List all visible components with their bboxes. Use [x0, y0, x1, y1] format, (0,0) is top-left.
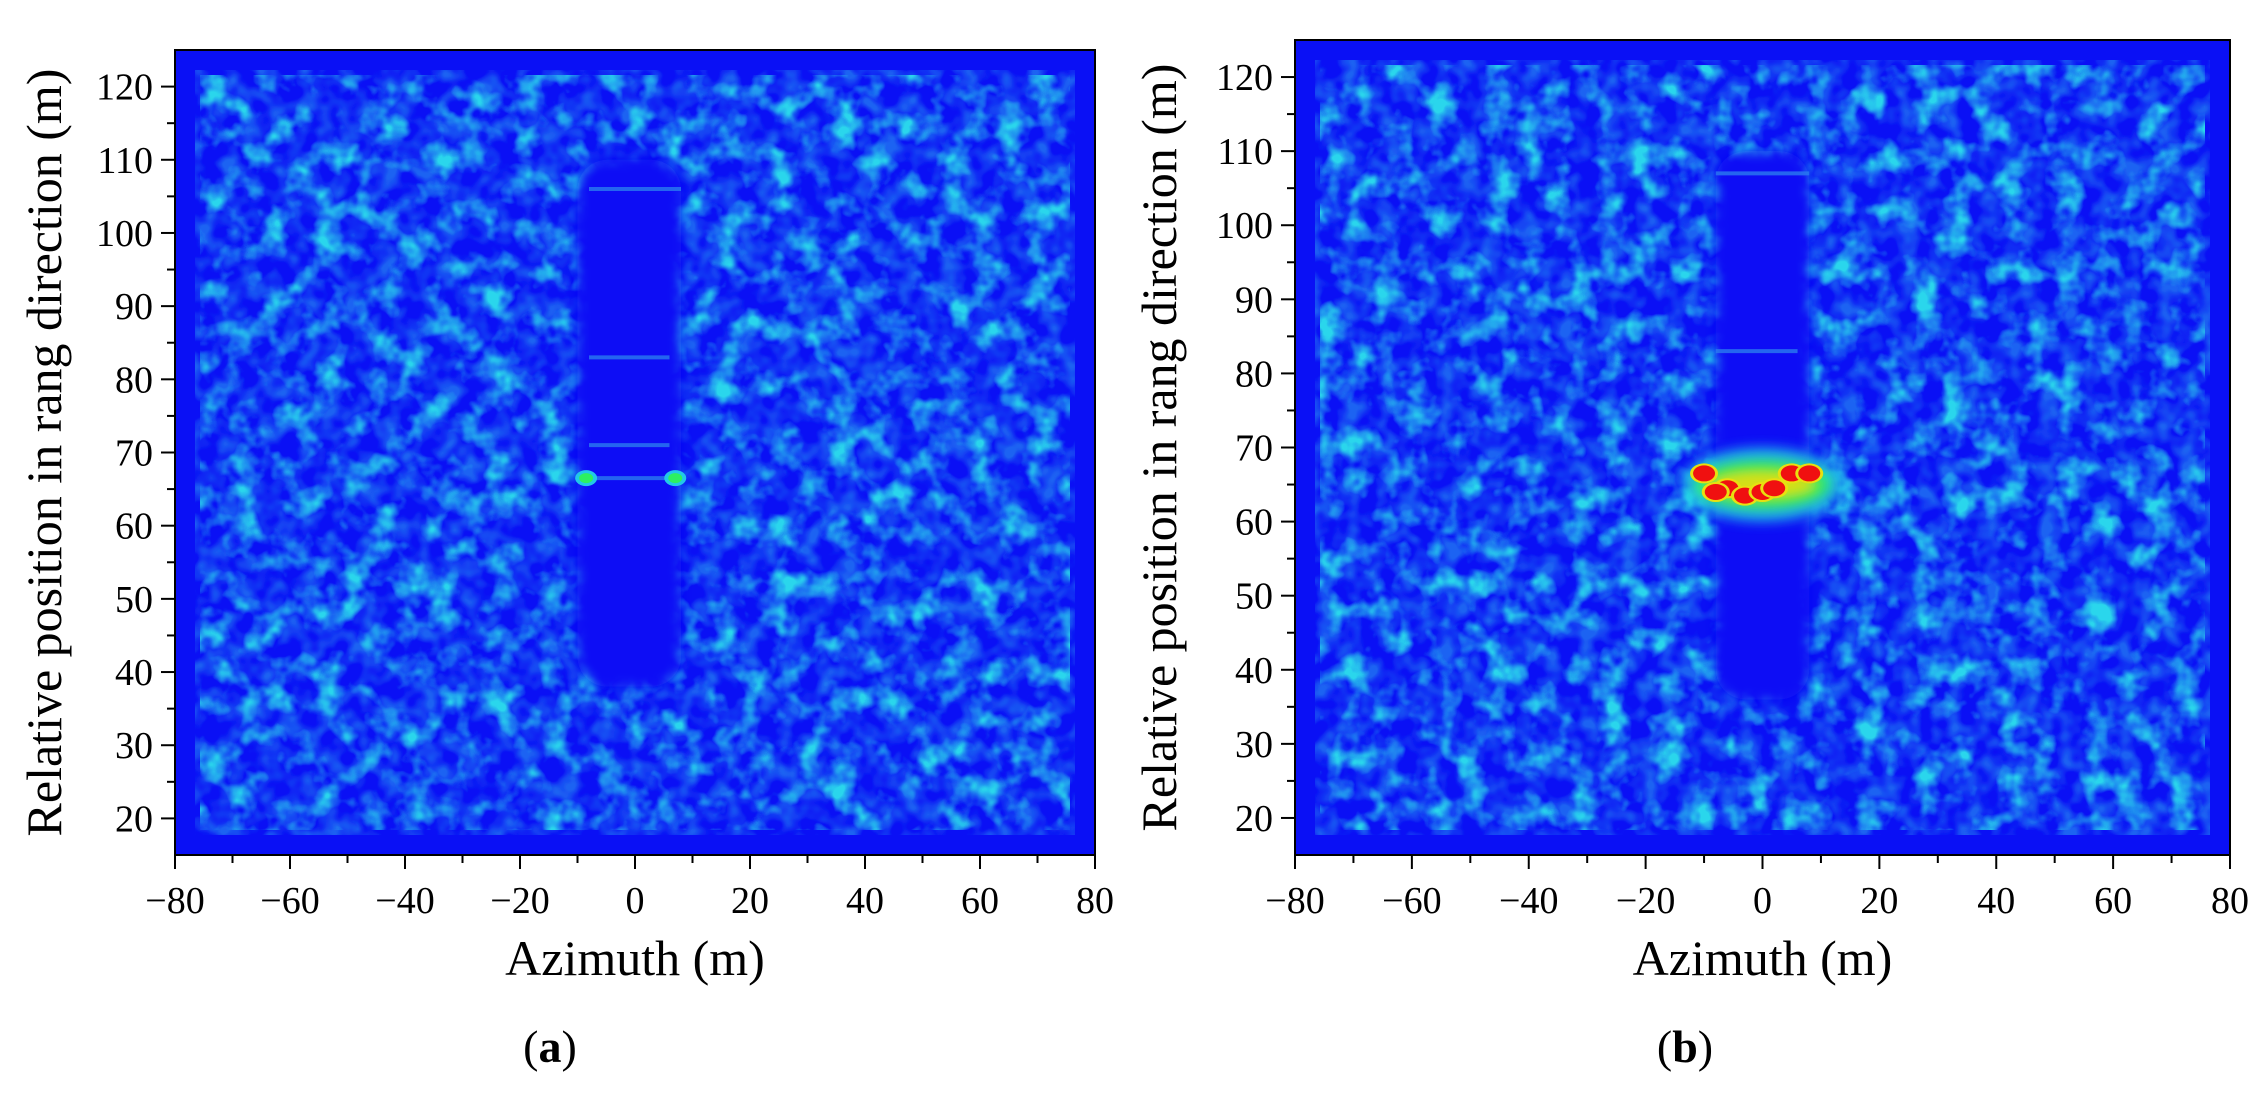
x-tick-label: 0	[626, 880, 645, 922]
x-tick-label: 20	[1860, 880, 1898, 922]
y-tick-label: 40	[115, 652, 153, 694]
panel-a-caption-letter: a	[538, 1021, 562, 1072]
x-axis-label: Azimuth (m)	[1633, 930, 1893, 986]
x-axis-label: Azimuth (m)	[505, 930, 765, 986]
y-tick-label: 30	[1235, 724, 1273, 766]
x-tick-label: 40	[846, 880, 884, 922]
plot-area-b	[1295, 40, 2230, 855]
y-tick-label: 60	[115, 506, 153, 548]
hotspot-7	[1704, 483, 1727, 500]
y-tick-label: 90	[1235, 279, 1273, 321]
x-tick-label: 20	[731, 880, 769, 922]
hotspot-0	[579, 473, 594, 484]
panel-b-caption-letter: b	[1672, 1021, 1698, 1072]
y-axis-label: Relative position in rang direction (m)	[16, 69, 72, 837]
hotspot-0	[1693, 465, 1716, 482]
y-tick-label: 120	[96, 67, 153, 109]
x-tick-label: 60	[961, 880, 999, 922]
hotspot-6	[1798, 465, 1821, 482]
x-tick-label: −20	[1616, 880, 1675, 922]
x-tick-label: −40	[1499, 880, 1558, 922]
y-tick-label: 60	[1235, 502, 1273, 544]
hotspot-1	[668, 473, 683, 484]
y-tick-label: 70	[1235, 428, 1273, 470]
y-axis-label: Relative position in rang direction (m)	[1131, 64, 1187, 832]
panel-b: −80 −60 −40 −20 0 20 40 60 80 20 30 40 50 60 70 80 90 100…	[1131, 39, 2249, 986]
y-tick-label: 70	[115, 433, 153, 475]
y-tick-label: 20	[115, 798, 153, 840]
x-tick-label: 80	[2211, 880, 2249, 922]
quiet-region	[577, 159, 681, 687]
plot-area-a	[175, 50, 1095, 855]
y-tick-label: 100	[96, 213, 153, 255]
x-tick-label: −60	[1382, 880, 1441, 922]
y-tick-label: 110	[1217, 131, 1273, 173]
y-tick-label: 110	[97, 140, 153, 182]
y-tick-label: 30	[115, 725, 153, 767]
panel-a-caption: (a)	[523, 1021, 577, 1072]
quiet-region	[1715, 151, 1810, 700]
x-tick-label: −80	[145, 880, 204, 922]
hotspot-4	[1763, 480, 1786, 497]
x-tick-label: −80	[1265, 880, 1324, 922]
x-tick-label: 80	[1076, 880, 1114, 922]
panel-a: −80 −60 −40 −20 0 20 40 60 80 20 30 40 50 60 70 80 90 100…	[16, 49, 1114, 986]
y-tick-label: 120	[1216, 57, 1273, 99]
y-tick-label: 40	[1235, 650, 1273, 692]
y-tick-label: 90	[115, 286, 153, 328]
x-tick-label: 60	[2094, 880, 2132, 922]
y-tick-label: 80	[115, 359, 153, 401]
y-tick-label: 100	[1216, 205, 1273, 247]
panel-b-caption: (b)	[1656, 1021, 1714, 1072]
x-tick-label: −20	[490, 880, 549, 922]
y-tick-label: 50	[115, 579, 153, 621]
x-tick-label: −40	[375, 880, 434, 922]
y-tick-label: 80	[1235, 353, 1273, 395]
x-tick-label: 40	[1977, 880, 2015, 922]
x-tick-label: −60	[260, 880, 319, 922]
y-tick-label: 20	[1235, 798, 1273, 840]
x-tick-label: 0	[1753, 880, 1772, 922]
y-tick-label: 50	[1235, 576, 1273, 618]
